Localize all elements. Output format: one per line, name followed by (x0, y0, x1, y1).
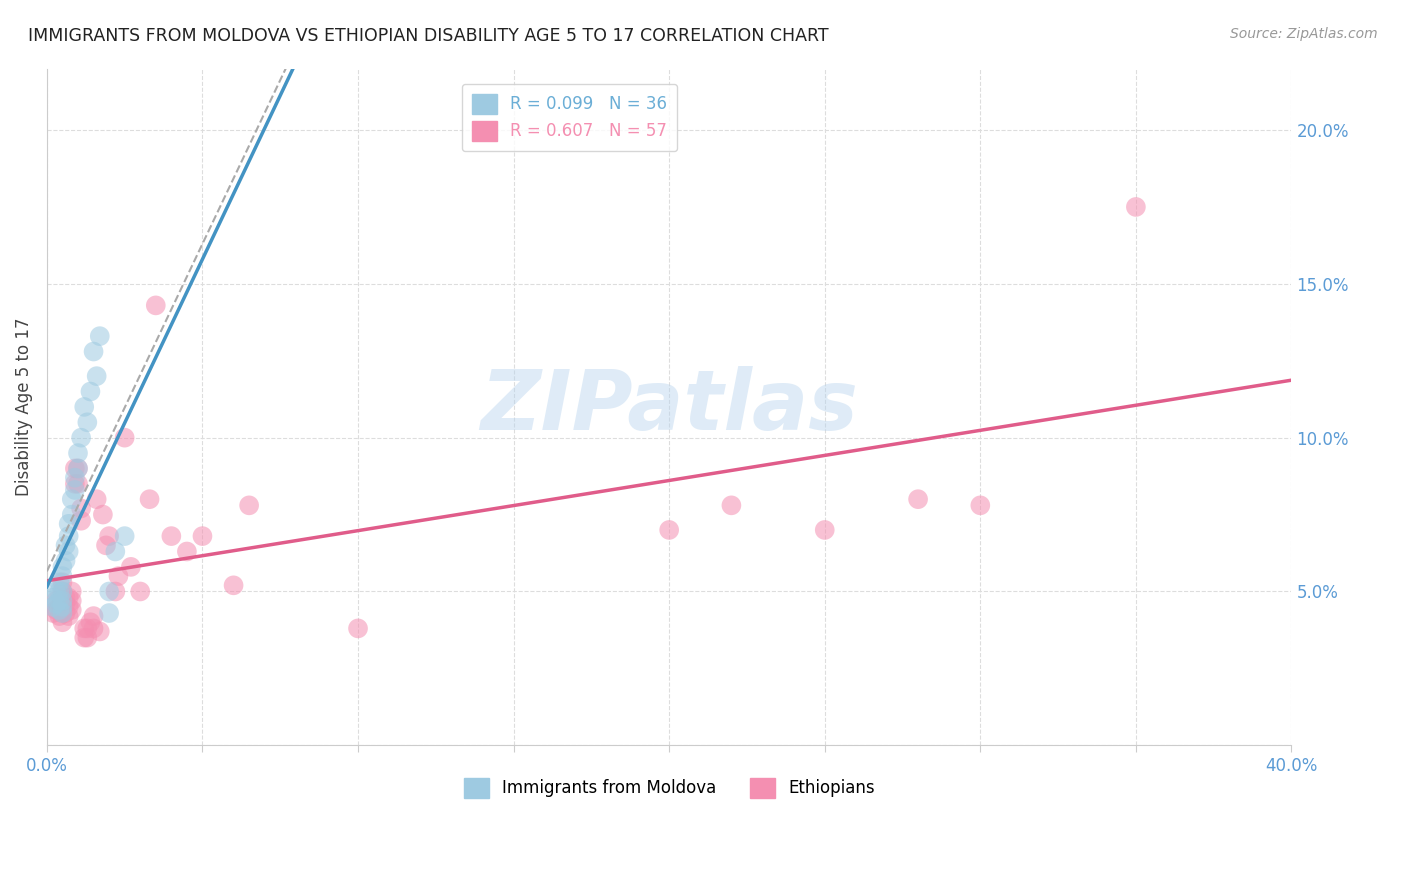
Point (222, 578, 245, 592)
Point (51, 560, 73, 574)
Point (347, 621, 370, 635)
Point (86, 369, 108, 384)
Point (907, 492, 929, 507)
Point (63, 461, 86, 475)
Point (51, 606, 73, 620)
Point (58, 591, 80, 605)
Point (145, 298, 167, 312)
Point (63, 470, 86, 484)
Point (60, 593, 83, 607)
Point (160, 529, 183, 543)
Point (48, 603, 70, 617)
Point (83, 609, 105, 624)
Point (191, 529, 214, 543)
Point (73, 621, 96, 635)
Point (51, 584, 73, 599)
Point (1125, 200, 1147, 214)
Text: ZIPatlas: ZIPatlas (481, 367, 858, 448)
Point (66, 476, 89, 491)
Point (51, 599, 73, 614)
Point (76, 621, 98, 635)
Point (55, 554, 77, 568)
Point (55, 538, 77, 552)
Point (89, 624, 111, 639)
Point (63, 476, 86, 491)
Point (48, 584, 70, 599)
Point (86, 492, 108, 507)
Point (138, 492, 160, 507)
Point (60, 508, 83, 522)
Point (58, 609, 80, 624)
Point (98, 606, 121, 620)
Point (814, 523, 837, 537)
Point (60, 603, 83, 617)
Point (66, 461, 89, 475)
Point (94, 538, 117, 552)
Point (107, 569, 129, 583)
Point (63, 483, 86, 497)
Point (55, 597, 77, 611)
Point (51, 615, 73, 630)
Point (42, 599, 65, 614)
Point (73, 631, 96, 645)
Point (58, 516, 80, 531)
Point (98, 529, 121, 543)
Point (176, 544, 198, 558)
Point (45, 584, 67, 599)
Point (51, 606, 73, 620)
Point (658, 523, 681, 537)
Point (98, 584, 121, 599)
Point (83, 621, 105, 635)
Point (51, 569, 73, 583)
Point (58, 544, 80, 558)
Point (48, 593, 70, 607)
Point (79, 615, 101, 630)
Text: IMMIGRANTS FROM MOLDOVA VS ETHIOPIAN DISABILITY AGE 5 TO 17 CORRELATION CHART: IMMIGRANTS FROM MOLDOVA VS ETHIOPIAN DIS… (28, 27, 828, 45)
Point (60, 584, 83, 599)
Point (55, 606, 77, 620)
Point (969, 499, 991, 513)
Y-axis label: Disability Age 5 to 17: Disability Age 5 to 17 (15, 318, 32, 496)
Point (66, 461, 89, 475)
Point (45, 603, 67, 617)
Point (76, 415, 98, 429)
Point (48, 609, 70, 624)
Point (55, 591, 77, 605)
Point (104, 544, 127, 558)
Point (51, 599, 73, 614)
Point (76, 631, 98, 645)
Point (42, 606, 65, 620)
Point (83, 344, 105, 359)
Point (73, 400, 96, 414)
Point (114, 431, 136, 445)
Point (238, 499, 260, 513)
Point (42, 591, 65, 605)
Point (70, 501, 93, 516)
Legend: Immigrants from Moldova, Ethiopians: Immigrants from Moldova, Ethiopians (457, 771, 882, 805)
Point (58, 529, 80, 543)
Point (120, 560, 142, 574)
Point (129, 584, 152, 599)
Point (66, 446, 89, 460)
Point (51, 593, 73, 607)
Point (70, 431, 93, 445)
Point (89, 329, 111, 343)
Point (48, 575, 70, 590)
Point (104, 584, 127, 599)
Point (720, 499, 742, 513)
Point (60, 492, 83, 507)
Point (79, 384, 101, 399)
Point (51, 575, 73, 590)
Point (45, 597, 67, 611)
Point (58, 599, 80, 614)
Point (70, 514, 93, 528)
Point (114, 529, 136, 543)
Text: Source: ZipAtlas.com: Source: ZipAtlas.com (1230, 27, 1378, 41)
Point (48, 599, 70, 614)
Point (45, 593, 67, 607)
Point (51, 584, 73, 599)
Point (51, 593, 73, 607)
Point (91, 508, 114, 522)
